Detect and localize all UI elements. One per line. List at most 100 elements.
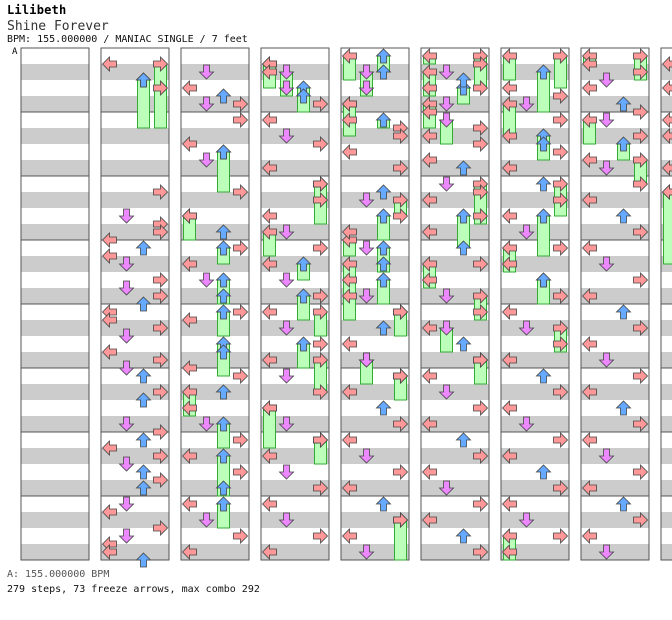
step-arrow-left [341, 528, 357, 544]
beat-stripe [21, 512, 89, 528]
beat-stripe [261, 384, 329, 400]
step-arrow-left [661, 112, 672, 128]
step-arrow-left [581, 152, 597, 168]
step-arrow-right [153, 184, 169, 200]
freeze-head [215, 272, 232, 288]
beat-stripe [661, 352, 672, 368]
beat-stripe [581, 352, 649, 368]
step-arrow-left [501, 128, 517, 144]
freeze-head [215, 240, 232, 256]
beat-stripe [181, 464, 249, 480]
step-arrow-right [553, 432, 569, 448]
beat-stripe [261, 192, 329, 208]
beat-stripe [21, 480, 89, 496]
step-arrow-down [598, 72, 615, 88]
beat-stripe [341, 448, 409, 464]
step-arrow-up [135, 464, 152, 480]
freeze-head [181, 384, 197, 400]
song-title: Shine Forever [7, 19, 109, 34]
step-arrow-up [135, 432, 152, 448]
step-arrow-left [421, 512, 437, 528]
step-arrow-right [633, 512, 649, 528]
beat-stripe [501, 176, 569, 192]
beat-stripe [661, 320, 672, 336]
step-arrow-left [261, 160, 277, 176]
beat-stripe [581, 416, 649, 432]
beat-stripe [261, 96, 329, 112]
chart-column [340, 47, 410, 561]
beat-stripe [21, 144, 89, 160]
beat-stripe [341, 80, 409, 96]
beat-stripe [181, 416, 249, 432]
beat-stripe [421, 336, 489, 352]
step-arrow-up [615, 96, 632, 112]
step-arrow-down [278, 224, 295, 240]
beat-stripe [581, 480, 649, 496]
step-arrow-down [358, 352, 375, 368]
beat-stripe [501, 272, 569, 288]
step-arrow-left [421, 368, 437, 384]
step-arrow-right [633, 224, 649, 240]
step-arrow-up [215, 480, 232, 496]
step-arrow-right [553, 384, 569, 400]
step-arrow-down [438, 288, 455, 304]
beat-stripe [21, 384, 89, 400]
beat-stripe [181, 480, 249, 496]
step-arrow-up [135, 392, 152, 408]
step-arrow-left [421, 152, 437, 168]
beat-stripe [21, 352, 89, 368]
step-arrow-down [518, 96, 535, 112]
beat-stripe [181, 144, 249, 160]
chart-stats: 279 steps, 73 freeze arrows, max combo 2… [7, 584, 260, 595]
freeze-head [421, 64, 437, 80]
beat-stripe [341, 432, 409, 448]
beat-stripe [581, 528, 649, 544]
beat-stripe [421, 256, 489, 272]
beat-stripe [421, 160, 489, 176]
step-arrow-down [198, 416, 215, 432]
step-arrow-left [421, 104, 437, 120]
beat-stripe [421, 320, 489, 336]
step-arrow-down [358, 240, 375, 256]
freeze-arrow [154, 63, 167, 129]
beat-stripe [661, 544, 672, 560]
freeze-head [278, 64, 295, 80]
freeze-head [215, 448, 232, 464]
step-arrow-up [215, 288, 232, 304]
step-arrow-left [661, 80, 672, 96]
beat-stripe [581, 256, 649, 272]
step-arrow-down [118, 416, 135, 432]
step-arrow-left [501, 208, 517, 224]
freeze-head [535, 208, 552, 224]
step-arrow-up [215, 344, 232, 360]
step-arrow-right [233, 464, 249, 480]
step-arrow-down [198, 152, 215, 168]
beat-stripe [101, 256, 169, 272]
beat-stripe [101, 304, 169, 320]
step-arrow-right [313, 480, 329, 496]
step-arrow-left [181, 312, 197, 328]
step-arrow-left [341, 224, 357, 240]
beat-stripe [181, 320, 249, 336]
beat-stripe [421, 192, 489, 208]
column-border [260, 47, 330, 561]
step-arrow-right [233, 112, 249, 128]
beat-stripe [21, 496, 89, 512]
beat-stripe [581, 48, 649, 64]
freeze-head [633, 152, 649, 168]
step-arrow-up [375, 256, 392, 272]
freeze-head [295, 288, 312, 304]
column-border [340, 47, 410, 561]
beat-stripe [101, 288, 169, 304]
step-arrow-down [598, 112, 615, 128]
beat-stripe [501, 96, 569, 112]
beat-stripe [581, 368, 649, 384]
beat-stripe [581, 192, 649, 208]
beat-stripe [661, 368, 672, 384]
beat-stripe [501, 48, 569, 64]
freeze-head [375, 48, 392, 64]
step-arrow-up [615, 208, 632, 224]
beat-stripe [421, 544, 489, 560]
step-arrow-right [233, 96, 249, 112]
beat-stripe [421, 464, 489, 480]
